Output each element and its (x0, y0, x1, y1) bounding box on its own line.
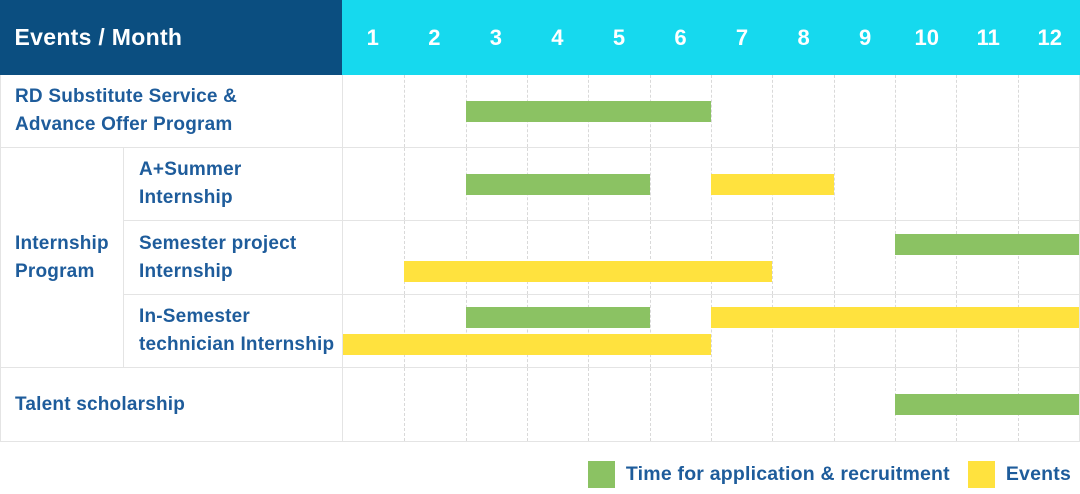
month-header-label: 4 (551, 24, 564, 50)
month-gridline (895, 295, 896, 367)
month-gridline (588, 295, 590, 367)
month-gridline (772, 295, 774, 367)
application-bar (465, 307, 650, 328)
month-gridline (833, 148, 835, 220)
month-gridline (711, 221, 712, 294)
row-label-a-summer: A+Summer Internship (123, 147, 342, 220)
application-bar (465, 100, 711, 122)
month-gridline (833, 221, 835, 294)
month-header-label: 7 (735, 24, 749, 50)
header-events-month: Events / Month (0, 0, 342, 75)
month-gridline (404, 148, 406, 220)
month-header-label: 12 (1037, 24, 1063, 50)
month-gridline (649, 368, 651, 441)
month-grid-in-semester-technician (342, 294, 1079, 367)
month-gridline (527, 221, 528, 294)
legend-label-application: Time for application & recruitment (625, 463, 950, 485)
month-gridline (711, 368, 712, 441)
month-header-label: 8 (797, 24, 810, 50)
month-gridline (772, 221, 774, 294)
month-gridline (956, 75, 958, 147)
month-gridline (649, 221, 651, 294)
month-header-label: 2 (428, 24, 441, 50)
month-gridline (465, 368, 467, 441)
application-bar (895, 233, 1079, 255)
month-gridline (527, 368, 528, 441)
month-gridline (833, 368, 835, 441)
month-gridline (956, 148, 958, 220)
month-gridline (1017, 148, 1019, 220)
events-bar (343, 334, 711, 355)
month-grid-a-summer (342, 147, 1079, 220)
month-header-label: 1 (366, 24, 379, 50)
row-label-in-semester-technician: In-Semester technician Internship (123, 294, 342, 367)
application-bar (465, 173, 650, 195)
month-gridline (404, 75, 406, 147)
legend-item-application: Time for application & recruitment (587, 461, 950, 488)
month-gridline (895, 148, 896, 220)
month-header-row: 1 2 3 4 5 6 7 8 9 10 11 12 (342, 0, 1080, 75)
month-gridline (404, 368, 406, 441)
month-gridline (895, 75, 896, 147)
events-bar (711, 173, 834, 195)
legend-label-events: Events (1005, 463, 1071, 485)
month-header-label: 6 (674, 24, 687, 50)
month-gridline (895, 221, 896, 294)
month-gridline (588, 368, 590, 441)
group-label-internship-program: Internship Program (1, 147, 123, 367)
month-gridline (588, 221, 590, 294)
row-label-talent-scholarship: Talent scholarship (1, 367, 342, 441)
month-grid-rd-substitute (342, 75, 1079, 147)
legend-swatch-events-icon (967, 461, 995, 488)
month-gridline (956, 295, 958, 367)
row-label-semester-project: Semester project Internship (123, 220, 342, 294)
month-gridline (465, 221, 467, 294)
month-gridline (711, 75, 712, 147)
month-gridline (1017, 295, 1019, 367)
month-gridline (772, 75, 774, 147)
month-header-label: 5 (612, 24, 626, 50)
legend-swatch-application-icon (587, 461, 615, 488)
gantt-table: Events / Month 1 2 3 4 5 6 7 8 9 10 11 1… (0, 0, 1080, 442)
month-header-label: 9 (859, 24, 872, 50)
legend: Time for application & recruitment Event… (0, 461, 1080, 488)
month-gridline (649, 295, 651, 367)
month-gridline (649, 148, 651, 220)
month-gridline (404, 295, 406, 367)
month-gridline (956, 221, 958, 294)
month-gridline (772, 368, 774, 441)
legend-item-events: Events (967, 461, 1071, 488)
month-header-label: 10 (914, 24, 939, 50)
month-gridline (833, 75, 835, 147)
month-gridline (833, 295, 835, 367)
month-gridline (1017, 75, 1019, 147)
events-bar (404, 260, 773, 282)
month-gridline (527, 295, 528, 367)
month-gridline (465, 295, 467, 367)
month-gridline (404, 221, 406, 294)
month-header-label: 3 (489, 24, 502, 50)
month-header-label: 11 (976, 24, 1000, 50)
events-bar (711, 307, 1079, 328)
application-bar (895, 394, 1079, 415)
month-grid-talent-scholarship (342, 367, 1079, 441)
month-gridline (711, 295, 712, 367)
month-gridline (1017, 221, 1019, 294)
month-grid-semester-project (342, 220, 1079, 294)
row-label-rd-substitute: RD Substitute Service & Advance Offer Pr… (15, 86, 238, 135)
